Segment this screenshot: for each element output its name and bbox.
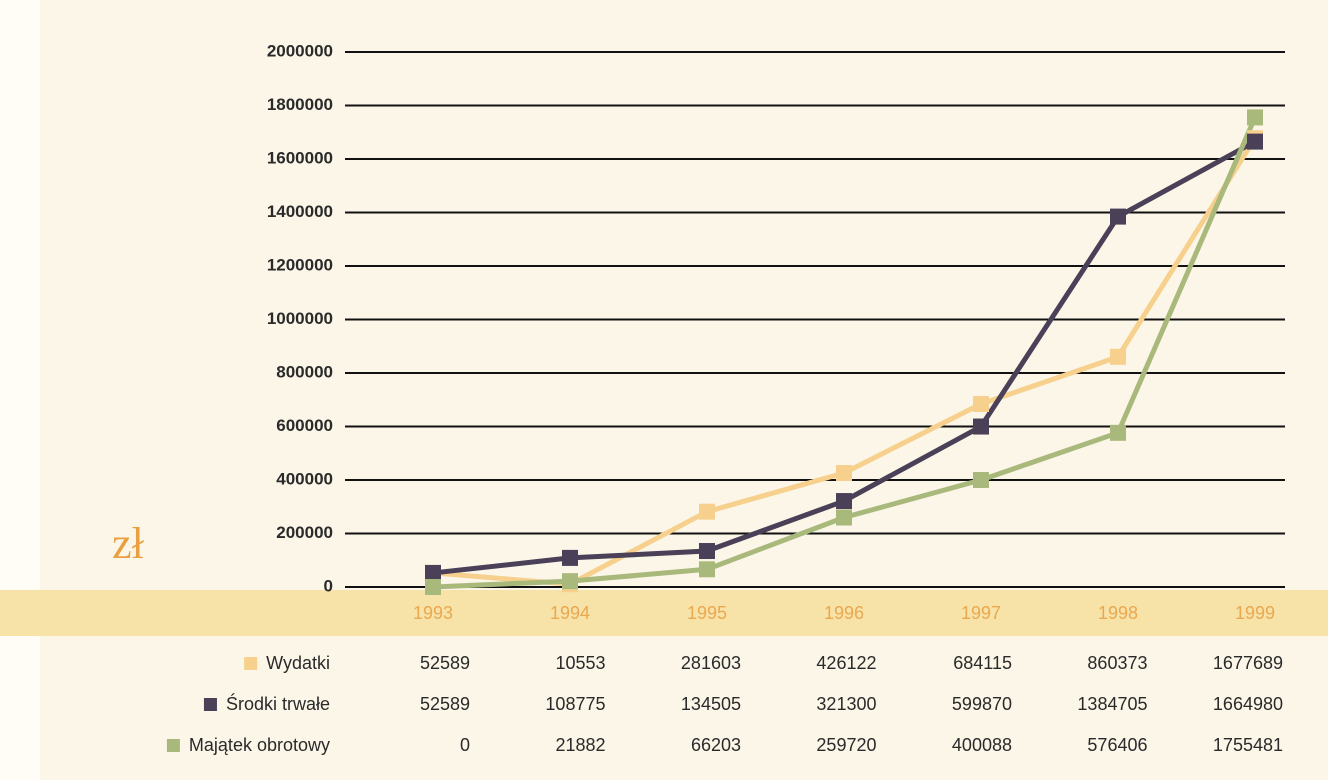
year-band (0, 590, 1328, 636)
x-tick-label: 1998 (1098, 603, 1138, 623)
y-tick-label: 400000 (276, 469, 333, 488)
marker (425, 564, 441, 581)
table-cell: 1384705 (1077, 694, 1147, 714)
marker (1247, 133, 1263, 150)
marker (699, 543, 715, 560)
marker (973, 418, 989, 435)
table-cell: 10553 (555, 653, 605, 673)
legend-label: Środki trwałe (226, 693, 330, 714)
table-cell: 400088 (952, 735, 1012, 755)
y-tick-label: 600000 (276, 416, 333, 435)
legend-label: Majątek obrotowy (189, 735, 330, 755)
table-cell: 426122 (816, 653, 876, 673)
marker (836, 493, 852, 510)
legend-swatch (244, 657, 258, 670)
left-strip (0, 0, 40, 780)
y-tick-label: 0 (324, 576, 333, 595)
marker (1110, 348, 1126, 365)
y-tick-label: 1000000 (267, 309, 333, 328)
y-tick-label: 1200000 (267, 255, 333, 274)
table-cell: 321300 (816, 694, 876, 714)
table-cell: 860373 (1087, 653, 1147, 673)
table-cell: 0 (460, 735, 470, 755)
legend-swatch (203, 698, 217, 711)
y-tick-label: 2000000 (267, 41, 333, 60)
y-tick-label: 800000 (276, 362, 333, 381)
x-tick-label: 1999 (1235, 603, 1275, 623)
table-cell: 684115 (953, 653, 1012, 673)
y-tick-label: 1800000 (267, 95, 333, 114)
y-tick-label: 1400000 (267, 202, 333, 221)
table-cell: 1755481 (1213, 735, 1283, 755)
marker (973, 471, 989, 488)
x-tick-label: 1993 (413, 603, 453, 623)
y-tick-label: 200000 (276, 523, 333, 542)
marker (836, 465, 852, 482)
marker (973, 395, 989, 412)
marker (562, 549, 578, 566)
x-tick-label: 1996 (824, 603, 864, 623)
marker (699, 561, 715, 578)
table-cell: 1677689 (1213, 653, 1283, 673)
legend-label: Wydatki (266, 653, 330, 673)
table-cell: 134505 (681, 694, 741, 714)
table-cell: 108775 (545, 694, 605, 714)
table-cell: 21882 (555, 735, 605, 755)
marker (1110, 208, 1126, 225)
table-cell: 281603 (681, 653, 741, 673)
marker (1247, 109, 1263, 126)
table-cell: 576406 (1087, 735, 1147, 755)
marker (699, 503, 715, 520)
x-tick-label: 1994 (550, 603, 590, 623)
y-tick-label: 1600000 (267, 148, 333, 167)
y-axis-label: zł (112, 519, 145, 568)
table-cell: 259720 (816, 735, 876, 755)
x-tick-label: 1997 (961, 603, 1001, 623)
marker (1110, 424, 1126, 441)
marker (425, 579, 441, 595)
marker (562, 573, 578, 590)
table-cell: 52589 (420, 694, 470, 714)
x-tick-label: 1995 (687, 603, 727, 623)
marker (836, 509, 852, 526)
legend-swatch (166, 739, 180, 752)
table-cell: 1664980 (1213, 694, 1283, 714)
table-cell: 599870 (952, 694, 1012, 714)
table-cell: 66203 (691, 735, 741, 755)
table-cell: 52589 (420, 653, 470, 673)
